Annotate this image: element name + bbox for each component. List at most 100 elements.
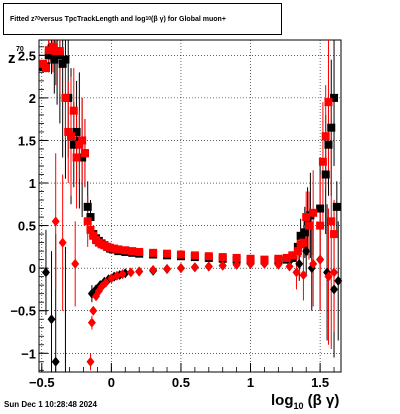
chart-title-sub1: 70 [34,16,41,22]
data-point-diamond [330,267,339,278]
data-point-square [274,254,283,263]
data-point-square [121,246,130,255]
y-tick-label: 2 [29,91,36,106]
data-point-square [110,244,119,253]
data-point-square [324,98,333,107]
y-tick-label: 0 [29,261,36,276]
data-point-square [61,93,70,102]
data-point-diamond [190,262,199,273]
x-axis-label-rest: (β γ) [303,392,340,409]
data-point-diamond [309,258,318,269]
data-point-diamond [302,246,311,257]
data-point-square [300,228,309,237]
x-tick-label: 0 [108,375,115,390]
tick-labels: −0.5 0 0.5 1 1.5 −1 −0.5 0 0.5 1 1.5 2 2.5 [10,48,329,390]
data-point-square [296,231,305,240]
data-point-diamond [260,258,269,269]
data-point-square [78,153,87,162]
data-point-square [282,253,291,262]
data-point-square [41,64,50,73]
data-point-square [128,247,137,256]
x-tick-label: 0.5 [172,375,190,390]
axis-ticks [39,46,335,372]
chart-title-sub2: 10 [145,16,152,22]
data-point-square [44,51,53,60]
data-point-square [105,243,114,252]
data-point-square [72,153,81,162]
data-point-square [69,140,78,149]
data-point-square [303,217,312,226]
data-point-square [321,132,330,141]
data-point-square [55,47,64,56]
data-point-square [67,132,76,141]
data-point-square [48,42,57,51]
data-point-square [316,221,325,230]
data-point-diamond [176,263,185,274]
data-point-diamond [246,258,255,269]
data-point-diamond [218,260,227,271]
data-point-square [44,46,53,55]
data-point-square [304,221,313,230]
data-point-diamond [58,237,67,248]
chart-title-post: (β γ) for Global muon+ [151,15,226,23]
grid-lines [39,40,341,372]
data-point-square [163,249,172,258]
data-point-square [75,140,84,149]
data-point-square [149,248,158,257]
data-point-square [51,47,60,56]
data-point-square [316,204,325,213]
y-tick-label: 0.5 [18,219,36,234]
data-point-diamond [149,264,158,275]
data-point-square [327,123,336,132]
chart-title: Fitted z 70 versus TpcTrackLength and log… [3,3,282,35]
data-point-square [83,202,92,211]
data-point-diamond [324,271,333,282]
data-point-diamond [330,284,339,295]
data-point-square [69,106,78,115]
y-axis-label: z 70 [2,40,24,70]
data-point-square [324,140,333,149]
x-tick-label: −0.5 [29,375,55,390]
data-point-square [309,208,318,217]
data-point-square [332,202,341,211]
y-tick-label: −0.5 [10,304,36,319]
y-tick-label: −1 [21,346,36,361]
data-point-diamond [126,267,135,278]
data-point-square [190,251,199,260]
data-point-square [288,251,297,260]
data-point-diamond [316,254,325,265]
data-point-square [330,93,339,102]
data-point-diamond [101,277,110,288]
data-point-square [232,253,241,262]
data-point-square [55,51,64,60]
x-axis-label-main: log [271,392,294,409]
data-point-diamond [285,261,294,272]
data-point-square [293,247,302,256]
x-axis-label: log10 (β γ) [271,392,339,411]
data-point-square [135,247,144,256]
data-point-diamond [86,356,95,367]
y-axis-label-main: z [8,50,16,67]
data-point-square [302,213,311,222]
data-point-diamond [135,266,144,277]
data-point-diamond [274,259,283,270]
data-markers [39,42,343,367]
chart-title-pre: Fitted z [10,15,35,23]
data-point-square [204,252,213,261]
data-point-square [89,231,98,240]
data-point-diamond [204,261,213,272]
x-tick-label: 1 [247,375,254,390]
data-point-square [299,238,308,247]
data-point-square [78,136,87,145]
data-point-square [61,55,70,64]
data-point-square [246,254,255,263]
y-tick-label: 1 [29,176,36,191]
data-point-square [83,217,92,226]
data-point-diamond [71,258,80,269]
data-point-square [330,230,339,239]
y-tick-label: 1.5 [18,133,36,148]
data-point-square [176,250,185,259]
data-point-diamond [89,305,98,316]
data-point-diamond [334,275,343,286]
